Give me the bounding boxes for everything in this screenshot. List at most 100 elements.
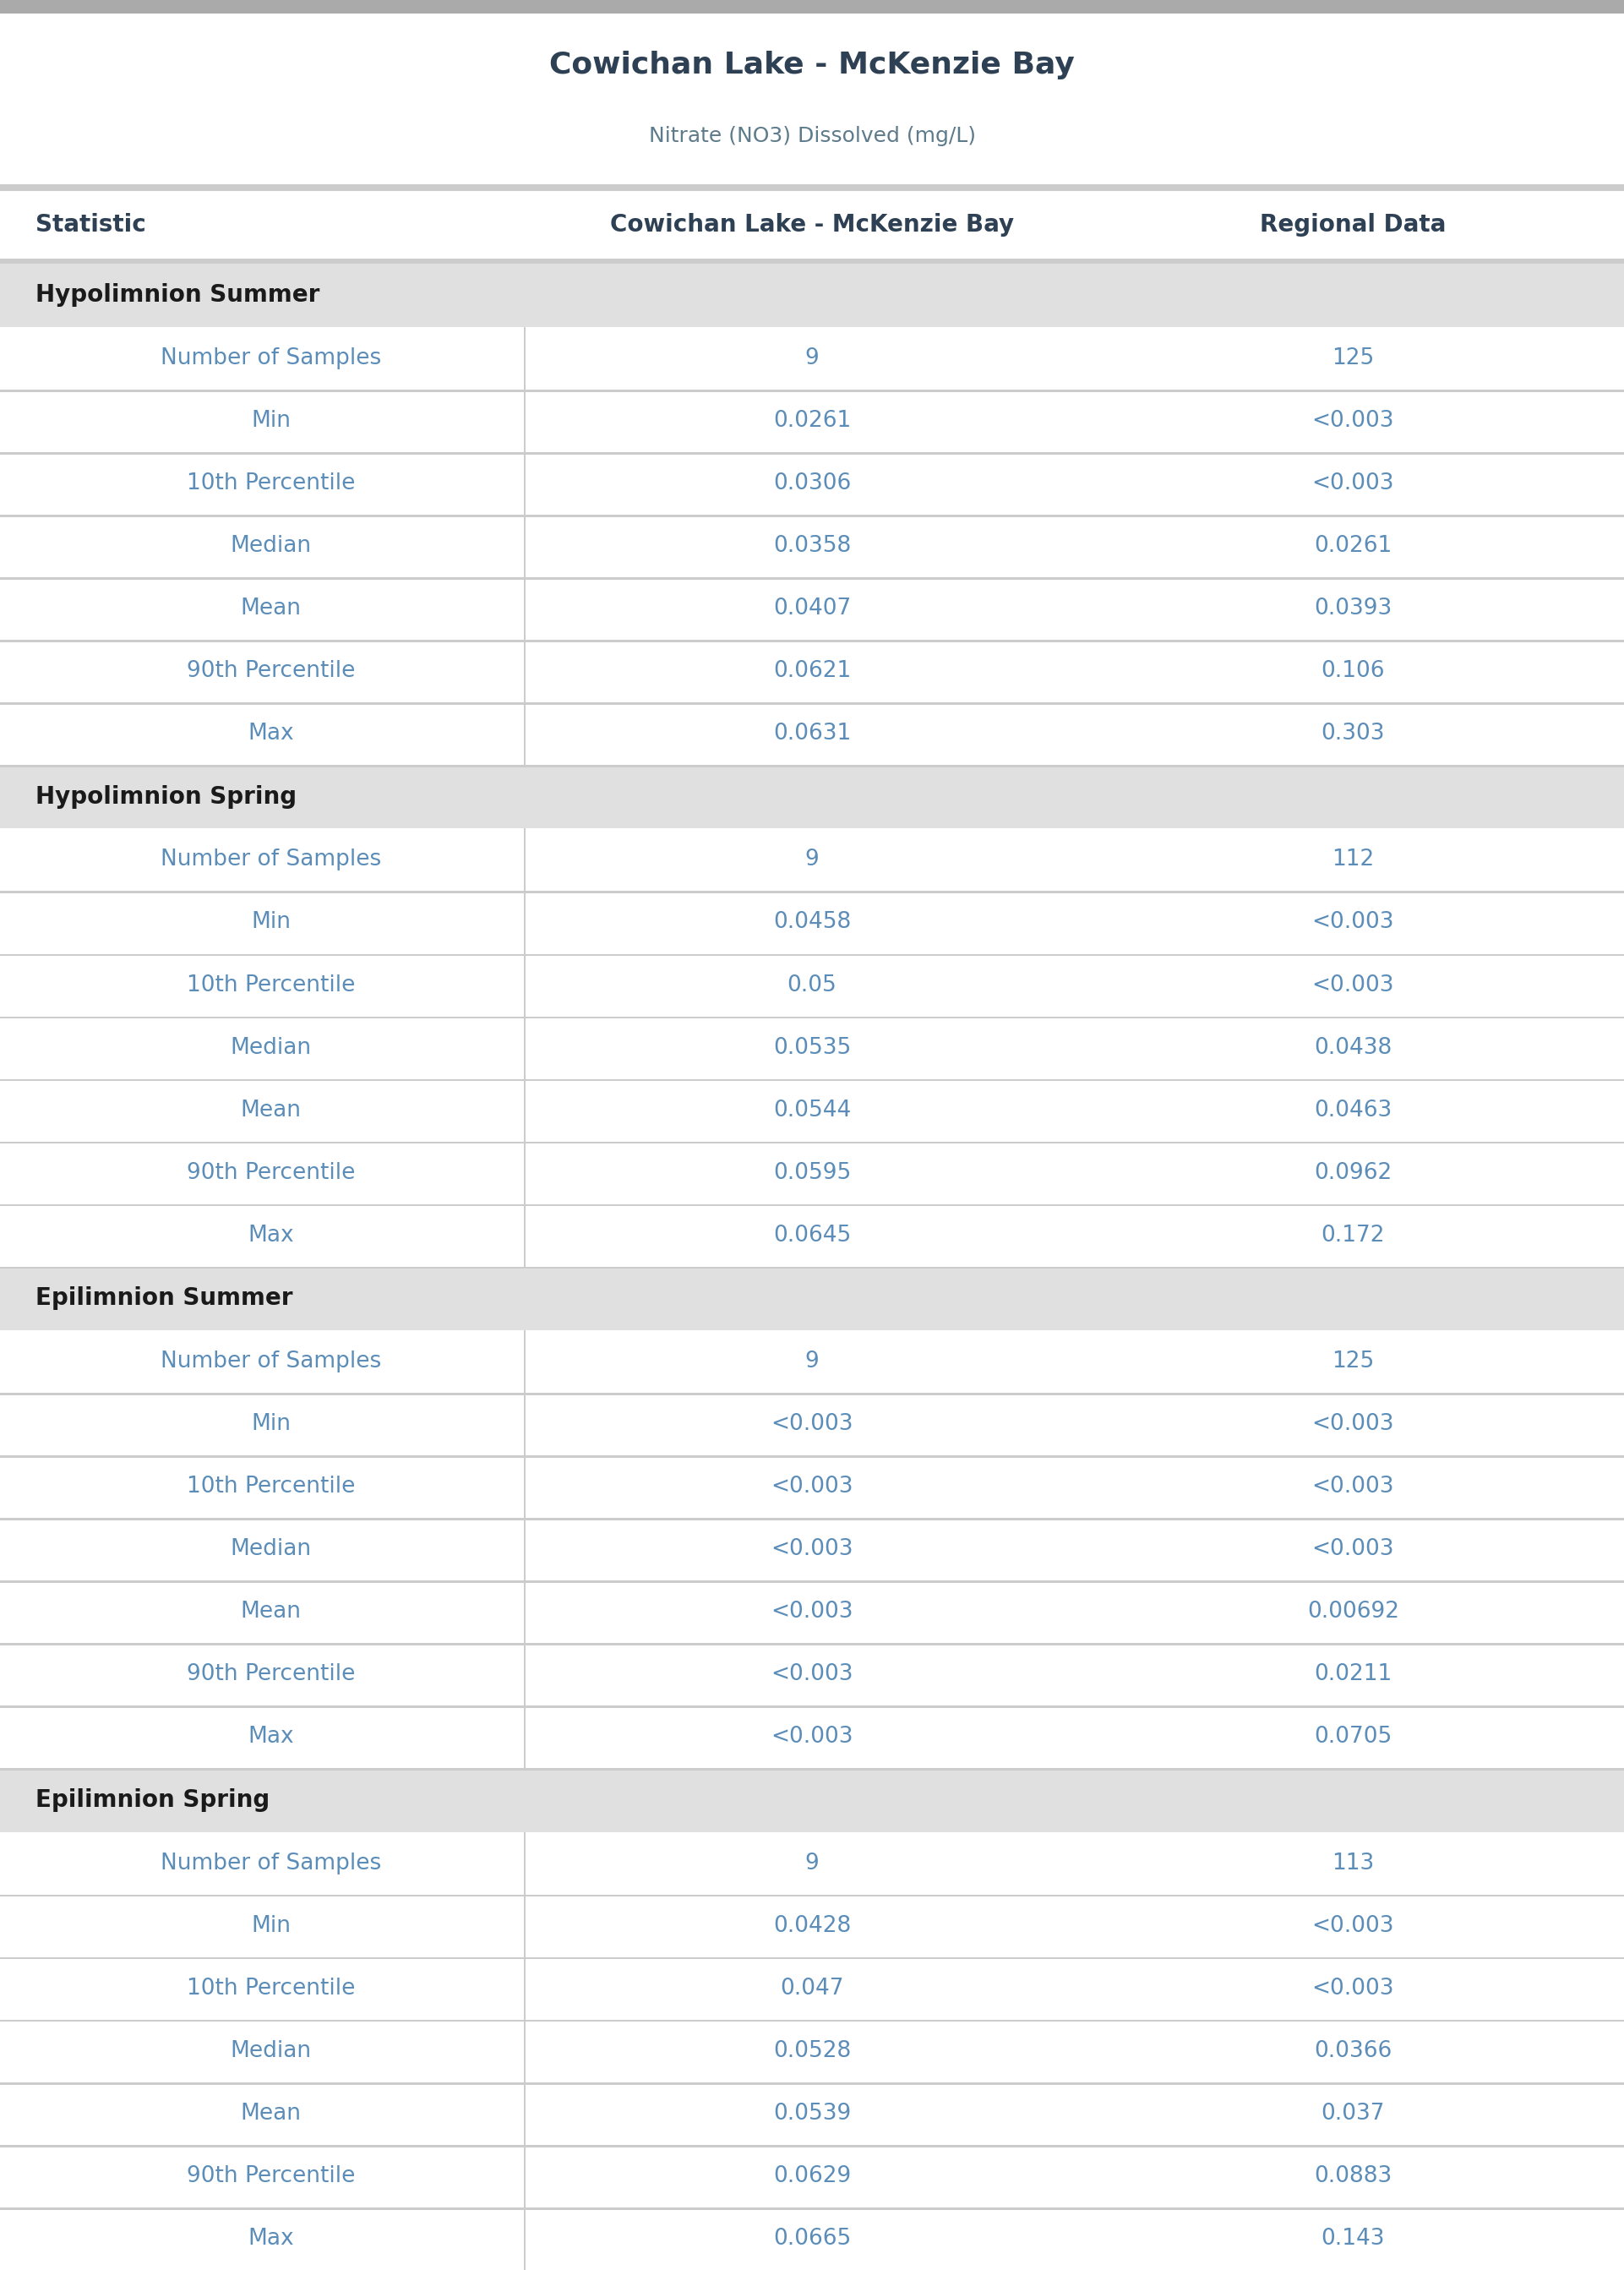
Text: <0.003: <0.003 [771,1725,853,1748]
Text: Min: Min [252,411,291,431]
Bar [0,0,1624,14]
Text: Mean: Mean [240,2102,302,2125]
Bar [0,2020,1624,2023]
Bar [525,2206,526,2270]
Bar [0,1895,1624,1957]
Bar [525,1017,526,1078]
Text: 0.0535: 0.0535 [773,1037,851,1058]
Text: 0.0645: 0.0645 [773,1224,851,1246]
Bar [0,892,1624,953]
Text: <0.003: <0.003 [1312,472,1395,495]
Text: <0.003: <0.003 [771,1664,853,1684]
Bar [0,765,1624,767]
Text: <0.003: <0.003 [1312,913,1395,933]
Bar [0,1142,1624,1203]
Bar [525,1832,526,1895]
Bar [0,2145,1624,2147]
Bar [0,953,1624,1017]
Bar [525,953,526,1017]
Bar [525,1394,526,1455]
Text: 90th Percentile: 90th Percentile [187,661,356,681]
Bar [0,14,1624,184]
Bar [525,2082,526,2145]
Text: 0.047: 0.047 [780,1977,844,2000]
Bar [0,640,1624,701]
Bar [0,892,1624,894]
Bar [0,1455,1624,1519]
Text: <0.003: <0.003 [1312,1916,1395,1936]
Text: Mean: Mean [240,1099,302,1121]
Text: <0.003: <0.003 [771,1476,853,1498]
Text: 90th Percentile: 90th Percentile [187,1162,356,1183]
Text: 0.0211: 0.0211 [1314,1664,1392,1684]
Text: Median: Median [231,536,312,556]
Bar [0,765,1624,829]
Bar [525,701,526,765]
Text: Number of Samples: Number of Samples [161,347,382,370]
Bar [525,1957,526,2020]
Text: 0.05: 0.05 [788,974,836,997]
Text: 0.0621: 0.0621 [773,661,851,681]
Text: 9: 9 [806,1351,818,1373]
Text: 9: 9 [806,1852,818,1875]
Text: 0.0544: 0.0544 [773,1099,851,1121]
Bar [0,829,1624,831]
Text: 0.0407: 0.0407 [773,597,851,620]
Text: Mean: Mean [240,597,302,620]
Text: 0.0595: 0.0595 [773,1162,851,1183]
Bar [0,1705,1624,1707]
Text: <0.003: <0.003 [1312,974,1395,997]
Bar [0,327,1624,390]
Text: 0.0629: 0.0629 [773,2166,851,2186]
Bar [525,1203,526,1267]
Bar [0,1643,1624,1705]
Bar [0,1519,1624,1580]
Bar [525,327,526,390]
Bar [525,1895,526,1957]
Text: Epilimnion Spring: Epilimnion Spring [36,1789,270,1811]
Text: Max: Max [248,1725,294,1748]
Text: 0.143: 0.143 [1322,2227,1385,2250]
Bar [0,2206,1624,2209]
Bar [525,1705,526,1768]
Text: Max: Max [248,722,294,745]
Bar [0,1078,1624,1142]
Bar [0,1832,1624,1895]
Text: 0.0366: 0.0366 [1314,2041,1392,2061]
Bar [0,1580,1624,1582]
Text: 9: 9 [806,347,818,370]
Text: <0.003: <0.003 [771,1600,853,1623]
Bar [0,1455,1624,1457]
Bar [0,1957,1624,1959]
Text: Epilimnion Summer: Epilimnion Summer [36,1287,292,1310]
Text: <0.003: <0.003 [1312,1476,1395,1498]
Text: 90th Percentile: 90th Percentile [187,1664,356,1684]
Text: Statistic: Statistic [36,213,146,236]
Bar [525,390,526,452]
Text: Cowichan Lake - McKenzie Bay: Cowichan Lake - McKenzie Bay [549,50,1075,79]
Text: 0.303: 0.303 [1322,722,1385,745]
Text: 125: 125 [1332,1351,1374,1373]
Bar [0,953,1624,956]
Text: 0.0358: 0.0358 [773,536,851,556]
Text: 10th Percentile: 10th Percentile [187,472,356,495]
Text: Hypolimnion Spring: Hypolimnion Spring [36,785,297,808]
Bar [0,1832,1624,1834]
Text: Number of Samples: Number of Samples [161,1351,382,1373]
Text: 0.0393: 0.0393 [1314,597,1392,620]
Text: 10th Percentile: 10th Percentile [187,974,356,997]
Bar [0,701,1624,704]
Text: 10th Percentile: 10th Percentile [187,1977,356,2000]
Text: 0.106: 0.106 [1322,661,1385,681]
Text: Number of Samples: Number of Samples [161,1852,382,1875]
Text: 0.0705: 0.0705 [1314,1725,1392,1748]
Bar [0,1643,1624,1646]
Bar [0,1768,1624,1771]
Text: <0.003: <0.003 [1312,1414,1395,1435]
Text: 0.00692: 0.00692 [1307,1600,1400,1623]
Text: Max: Max [248,2227,294,2250]
Text: Nitrate (NO3) Dissolved (mg/L): Nitrate (NO3) Dissolved (mg/L) [648,127,976,145]
Text: 0.0458: 0.0458 [773,913,851,933]
Bar [525,1519,526,1580]
Bar [525,452,526,515]
